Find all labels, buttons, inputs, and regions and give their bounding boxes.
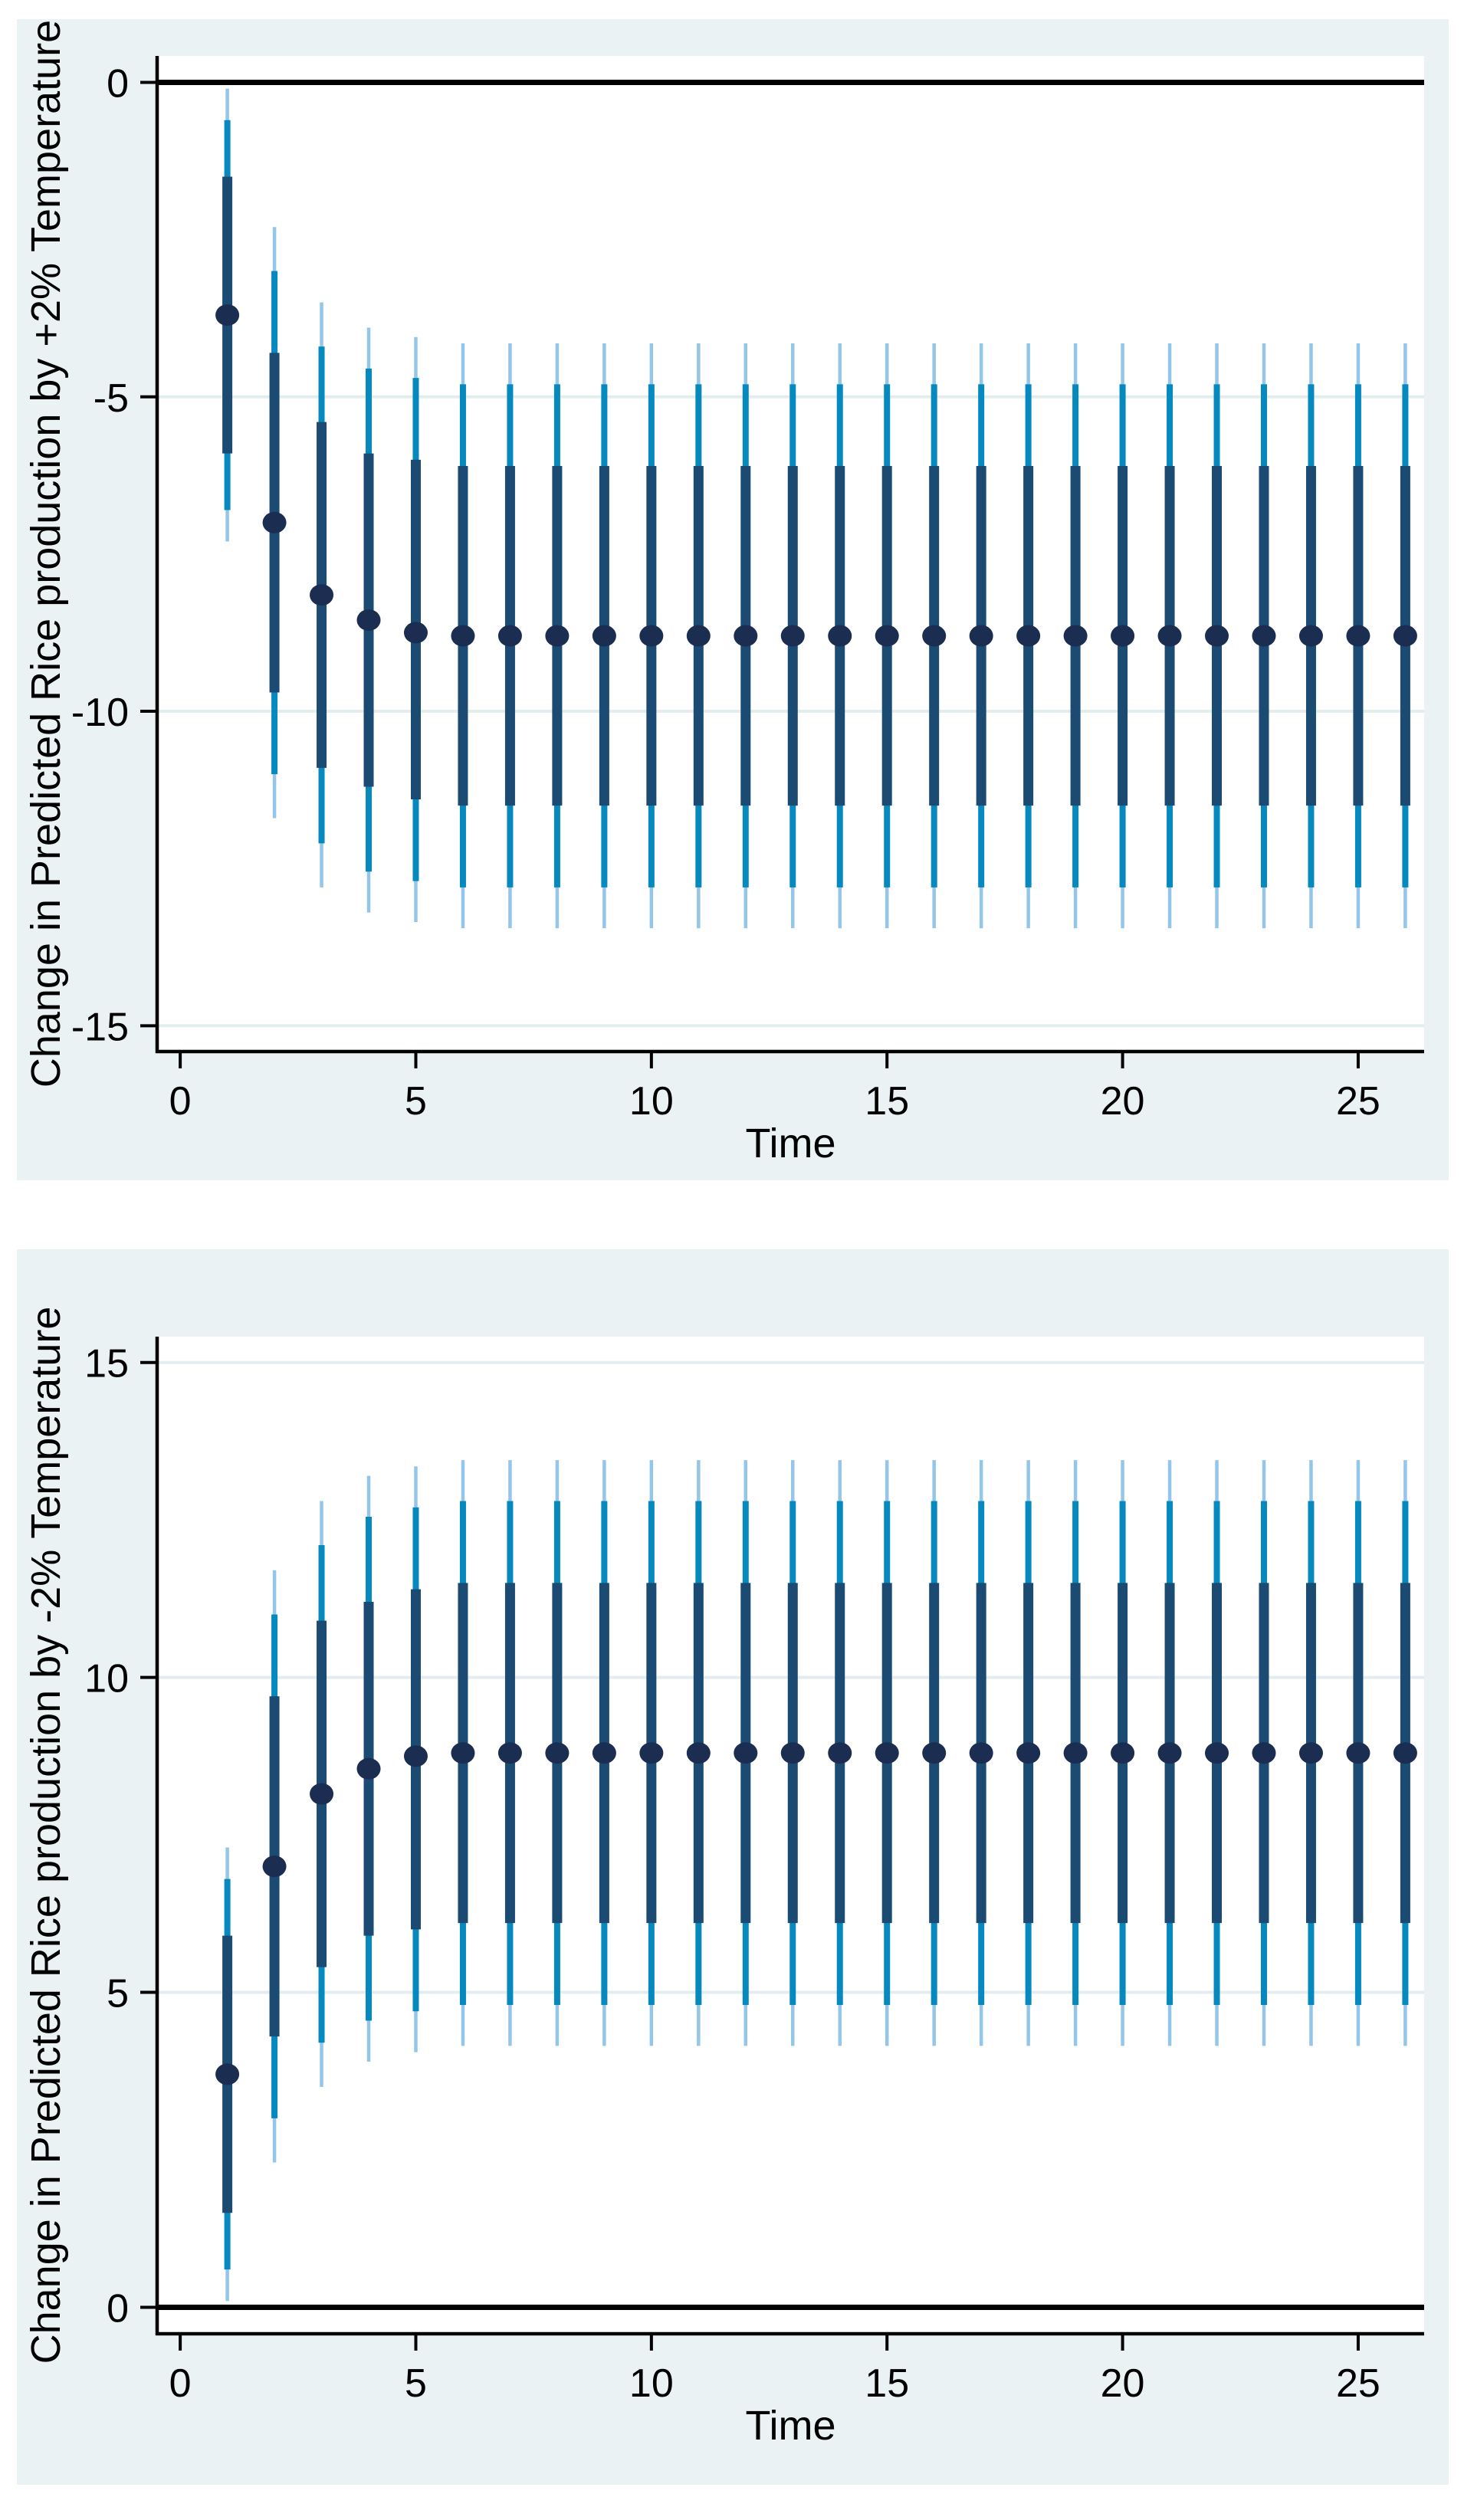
y-tick-label: 10	[84, 1657, 129, 1701]
point-estimate	[1205, 1742, 1229, 1764]
y-tick-label: 15	[84, 1342, 129, 1386]
y-axis-title: Change in Predicted Rice production by -…	[23, 1307, 69, 2364]
point-estimate	[1157, 625, 1182, 647]
x-tick-label: 25	[1336, 2361, 1380, 2406]
x-tick-label: 5	[405, 2361, 427, 2406]
point-estimate	[310, 584, 334, 606]
point-estimate	[875, 625, 899, 647]
point-estimate	[734, 625, 758, 647]
point-estimate	[1252, 1742, 1276, 1764]
point-estimate	[592, 625, 616, 647]
point-estimate	[403, 1745, 428, 1767]
point-estimate	[686, 1742, 711, 1764]
point-estimate	[1157, 1742, 1182, 1764]
point-estimate	[1346, 625, 1370, 647]
x-tick-label: 0	[169, 2361, 192, 2406]
point-estimate	[215, 304, 240, 326]
point-estimate	[592, 1742, 616, 1764]
point-estimate	[734, 1742, 758, 1764]
point-estimate	[310, 1783, 334, 1805]
x-tick-label: 20	[1101, 1079, 1145, 1124]
x-tick-label: 15	[865, 2361, 909, 2406]
y-tick-label: 0	[107, 2286, 129, 2331]
point-estimate	[451, 1742, 475, 1764]
point-estimate	[1298, 625, 1323, 647]
point-estimate	[1298, 1742, 1323, 1764]
x-tick-label: 20	[1101, 2361, 1145, 2406]
x-tick-label: 25	[1336, 1079, 1380, 1124]
point-estimate	[969, 625, 993, 647]
point-estimate	[262, 1856, 287, 1878]
point-estimate	[1252, 625, 1276, 647]
x-axis-title: Time	[746, 1121, 836, 1166]
y-tick-label: -15	[71, 1005, 129, 1049]
point-estimate	[215, 2063, 240, 2085]
irf-chart-plus2: 0 -5 -10 -15 0 5 10 15 20 25 Time Change in Predict…	[17, 19, 1449, 1180]
x-tick-label: 15	[865, 1079, 909, 1124]
point-estimate	[1393, 625, 1417, 647]
point-estimate	[1016, 625, 1041, 647]
point-estimate	[545, 625, 570, 647]
point-estimate	[969, 1742, 993, 1764]
point-estimate	[1205, 625, 1229, 647]
point-estimate	[403, 622, 428, 644]
point-estimate	[1063, 625, 1088, 647]
point-estimate	[922, 625, 947, 647]
point-estimate	[875, 1742, 899, 1764]
y-tick-label: 5	[107, 1972, 129, 2016]
point-estimate	[1346, 1742, 1370, 1764]
point-estimate	[262, 511, 287, 533]
point-estimate	[828, 1742, 852, 1764]
point-estimate	[497, 1742, 522, 1764]
x-tick-label: 10	[629, 1079, 674, 1124]
x-axis-title: Time	[746, 2403, 836, 2449]
point-estimate	[451, 625, 475, 647]
point-estimate	[1063, 1742, 1088, 1764]
point-estimate	[1393, 1742, 1417, 1764]
point-estimate	[780, 1742, 805, 1764]
point-estimate	[497, 625, 522, 647]
x-tick-label: 0	[169, 1079, 192, 1124]
y-tick-label: -10	[71, 691, 129, 735]
point-estimate	[1016, 1742, 1041, 1764]
y-tick-label: 0	[107, 61, 129, 106]
point-estimate	[686, 625, 711, 647]
x-tick-label: 5	[405, 1079, 427, 1124]
point-estimate	[545, 1742, 570, 1764]
y-tick-label: -5	[94, 376, 129, 421]
y-axis-title: Change in Predicted Rice production by +…	[23, 20, 69, 1088]
point-estimate	[356, 609, 381, 632]
point-estimate	[1111, 625, 1135, 647]
point-estimate	[922, 1742, 947, 1764]
point-estimate	[780, 625, 805, 647]
point-estimate	[639, 625, 664, 647]
x-tick-label: 10	[629, 2361, 674, 2406]
point-estimate	[356, 1757, 381, 1780]
point-estimate	[828, 625, 852, 647]
point-estimate	[1111, 1742, 1135, 1764]
irf-chart-minus2: 15 10 5 00 5 10 15 20 25 Time Change in Predicted …	[17, 1249, 1449, 2485]
point-estimate	[639, 1742, 664, 1764]
